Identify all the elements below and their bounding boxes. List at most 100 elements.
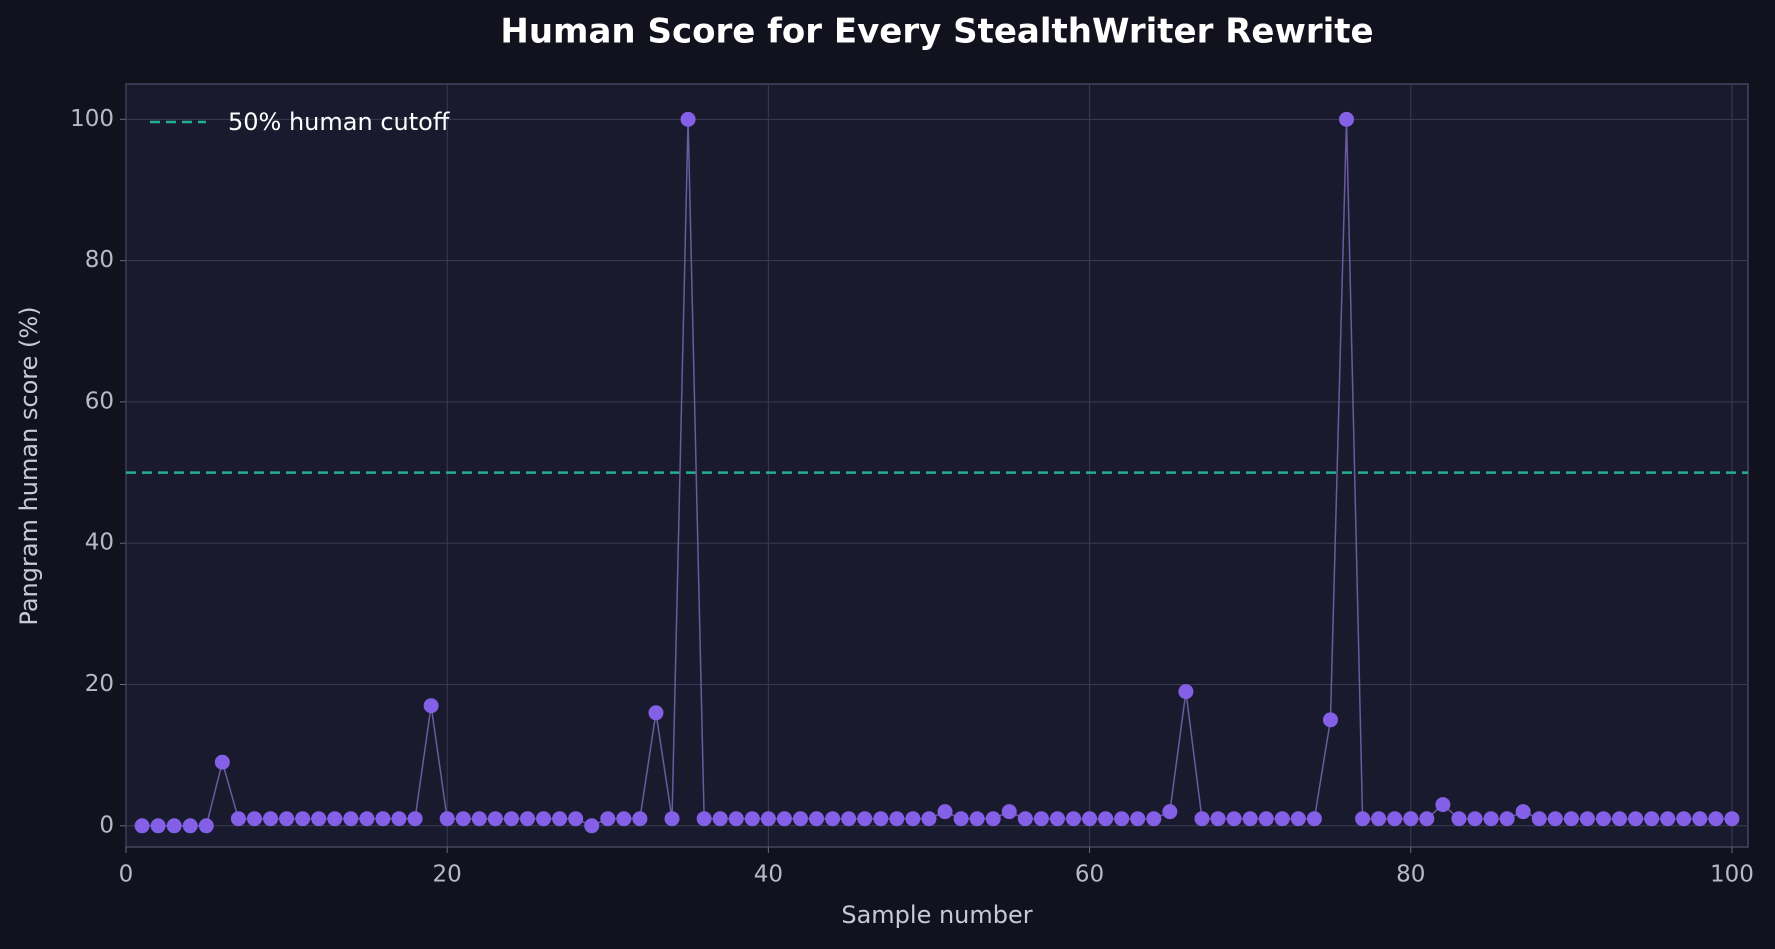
data-point (776, 811, 792, 827)
data-point (1355, 811, 1371, 827)
data-point (857, 811, 873, 827)
data-point (182, 818, 198, 834)
data-point (263, 811, 279, 827)
data-point (423, 698, 439, 714)
data-point (616, 811, 632, 827)
x-tick-label: 100 (1710, 862, 1754, 888)
data-point (1290, 811, 1306, 827)
data-point (503, 811, 519, 827)
data-point (1547, 811, 1563, 827)
data-point (696, 811, 712, 827)
plot-area (125, 83, 1749, 848)
data-point (1339, 111, 1355, 127)
data-point (471, 811, 487, 827)
data-point (487, 811, 503, 827)
data-point (407, 811, 423, 827)
data-point (760, 811, 776, 827)
data-point (1258, 811, 1274, 827)
data-point (1194, 811, 1210, 827)
x-tick-label: 20 (433, 862, 462, 888)
data-point (1483, 811, 1499, 827)
data-point (1082, 811, 1098, 827)
data-point (327, 811, 343, 827)
data-point (1724, 811, 1740, 827)
data-point (1130, 811, 1146, 827)
data-point (375, 811, 391, 827)
data-point (1692, 811, 1708, 827)
data-point (1531, 811, 1547, 827)
data-point (632, 811, 648, 827)
x-tick-label: 80 (1396, 862, 1425, 888)
data-point (1644, 811, 1660, 827)
data-point (1579, 811, 1595, 827)
data-point (680, 111, 696, 127)
data-point (1676, 811, 1692, 827)
data-point (1515, 804, 1531, 820)
y-tick-label: 80 (85, 247, 114, 273)
data-point (792, 811, 808, 827)
data-point (214, 754, 230, 770)
y-tick-label: 20 (85, 671, 114, 697)
x-axis-label: Sample number (841, 901, 1032, 929)
data-point (969, 811, 985, 827)
y-axis-label: Pangram human score (%) (15, 306, 43, 625)
legend-label: 50% human cutoff (228, 108, 450, 136)
data-point (648, 705, 664, 721)
data-point (921, 811, 937, 827)
data-point (134, 818, 150, 834)
data-point (1371, 811, 1387, 827)
data-point (1210, 811, 1226, 827)
x-tick-label: 0 (119, 862, 134, 888)
y-tick-label: 40 (85, 530, 114, 556)
data-point (295, 811, 311, 827)
data-point (1467, 811, 1483, 827)
data-point (166, 818, 182, 834)
data-point (664, 811, 680, 827)
data-point (1708, 811, 1724, 827)
data-point (359, 811, 375, 827)
data-point (825, 811, 841, 827)
data-point (311, 811, 327, 827)
data-point (150, 818, 166, 834)
data-point (1098, 811, 1114, 827)
data-point (1066, 811, 1082, 827)
data-point (536, 811, 552, 827)
data-point (712, 811, 728, 827)
data-point (985, 811, 1001, 827)
data-point (1403, 811, 1419, 827)
data-point (1274, 811, 1290, 827)
data-point (728, 811, 744, 827)
data-point (1563, 811, 1579, 827)
data-point (809, 811, 825, 827)
y-tick-label: 0 (99, 812, 114, 838)
data-point (937, 804, 953, 820)
y-tick-label: 100 (70, 106, 114, 132)
data-point (1660, 811, 1676, 827)
data-point (889, 811, 905, 827)
data-point (1387, 811, 1403, 827)
data-point (455, 811, 471, 827)
y-tick-label: 60 (85, 388, 114, 414)
x-tick-label: 60 (1075, 862, 1104, 888)
data-point (246, 811, 262, 827)
data-point (1049, 811, 1065, 827)
data-point (1306, 811, 1322, 827)
data-point (279, 811, 295, 827)
data-point (1242, 811, 1258, 827)
data-point (600, 811, 616, 827)
data-point (198, 818, 214, 834)
x-tick-label: 40 (754, 862, 783, 888)
chart-title: Human Score for Every StealthWriter Rewr… (500, 12, 1373, 52)
data-point (584, 818, 600, 834)
data-point (841, 811, 857, 827)
data-point (1162, 804, 1178, 820)
data-point (1001, 804, 1017, 820)
data-point (230, 811, 246, 827)
data-point (391, 811, 407, 827)
data-point (519, 811, 535, 827)
data-point (1435, 797, 1451, 813)
data-point (873, 811, 889, 827)
data-point (1146, 811, 1162, 827)
data-point (1033, 811, 1049, 827)
data-point (552, 811, 568, 827)
